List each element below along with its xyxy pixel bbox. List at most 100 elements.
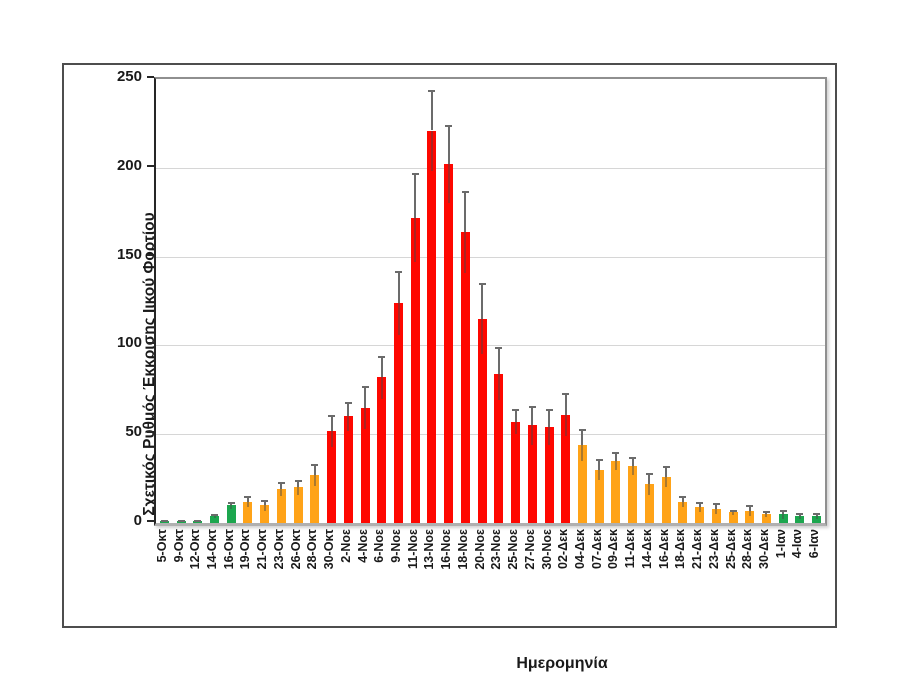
error-bar-whisker-inner (665, 476, 668, 488)
error-bar-cap (211, 514, 219, 517)
x-tick-label: 04-Δεκ (572, 529, 587, 569)
bar-14-Δεκ (644, 483, 654, 523)
bar-02-Δεκ (561, 414, 571, 523)
x-tick-label: 28-Δεκ (740, 529, 755, 569)
bar-13-Νοε (427, 130, 437, 523)
y-tick-label: 0 (133, 512, 142, 529)
x-tick-label: 23-Νοε (489, 529, 504, 570)
error-bar-whisker (514, 409, 517, 422)
error-bar-whisker-inner (514, 421, 517, 435)
error-bar-cap (395, 270, 402, 273)
x-tick-label: 6-Ιαν (807, 529, 822, 559)
bar-20-Νοε (477, 318, 487, 523)
y-tick-label: 250 (116, 68, 142, 85)
bar-4-Νοε (360, 407, 370, 523)
error-bar-whisker-inner (614, 460, 617, 470)
x-tick-label: 9-Οκτ (171, 529, 186, 563)
error-bar-whisker (280, 482, 283, 490)
bar-18-Δεκ (678, 501, 688, 523)
error-bar-whisker (347, 402, 350, 417)
error-bar-cap (662, 466, 670, 469)
error-bar-whisker-inner (430, 130, 433, 172)
bar-11-Δεκ (628, 466, 638, 523)
y-tick-mark (147, 342, 154, 345)
error-bar-whisker (698, 501, 701, 507)
error-bar-whisker (297, 480, 300, 488)
y-tick-mark (147, 431, 154, 434)
error-bar-whisker-inner (297, 487, 300, 495)
error-bar-whisker (464, 190, 467, 232)
error-bar-whisker-inner (748, 510, 751, 516)
bar-30-Νοε (544, 427, 554, 523)
bar-19-Οκτ (243, 501, 253, 523)
error-bar-whisker-inner (681, 501, 684, 507)
error-bar-whisker (330, 414, 333, 431)
error-bar-whisker (631, 457, 634, 467)
x-tick-label: 11-Δεκ (623, 529, 638, 569)
error-bar-cap (277, 482, 285, 485)
error-bar-cap (813, 513, 821, 516)
error-bar-cap (562, 393, 570, 396)
bar-16-Νοε (444, 164, 454, 523)
error-bar-whisker (681, 496, 684, 502)
bar-6-Νοε (377, 377, 387, 523)
gridline (156, 256, 825, 258)
error-bar-whisker-inner (782, 514, 785, 519)
error-bar-whisker (497, 347, 500, 374)
error-bar-whisker-inner (798, 515, 801, 519)
x-tick-label: 11-Νοε (405, 529, 420, 569)
bar-14-Οκτ (210, 515, 220, 523)
bar-27-Νοε (527, 425, 537, 523)
x-tick-label: 28-Οκτ (305, 529, 320, 570)
bar-30-Δεκ (761, 514, 771, 523)
error-bar-whisker-inner (631, 466, 634, 476)
error-bar-whisker-inner (313, 475, 316, 486)
error-bar-whisker-inner (815, 515, 818, 519)
error-bar-whisker (581, 428, 584, 445)
bar-23-Δεκ (711, 508, 721, 523)
bar-09-Δεκ (611, 460, 621, 523)
error-bar-cap (696, 501, 704, 504)
bar-30-Οκτ (327, 430, 337, 523)
y-tick-mark (147, 164, 154, 167)
error-bar-whisker (598, 459, 601, 470)
x-tick-label: 4-Ιαν (790, 529, 805, 559)
error-bar-cap (361, 386, 369, 389)
error-bar-whisker-inner (648, 483, 651, 495)
bar-25-Νοε (511, 421, 521, 523)
error-bar-whisker-inner (280, 489, 283, 497)
error-bar-whisker (748, 505, 751, 511)
y-tick-mark (147, 76, 154, 78)
error-bar-whisker-inner (464, 231, 467, 273)
x-tick-label: 30-Νοε (539, 529, 554, 570)
error-bar-cap (578, 428, 586, 431)
error-bar-whisker (414, 173, 417, 218)
gridline (156, 434, 825, 436)
bar-25-Δεκ (728, 512, 738, 523)
x-tick-label: 25-Δεκ (723, 529, 738, 569)
x-tick-label: 14-Δεκ (639, 529, 654, 569)
x-tick-label: 6-Νοε (372, 529, 387, 563)
error-bar-cap (311, 464, 319, 467)
error-bar-cap (629, 457, 637, 460)
error-bar-whisker (665, 466, 668, 477)
x-tick-label: 25-Νοε (506, 529, 521, 570)
error-bar-whisker-inner (414, 217, 417, 262)
error-bar-whisker-inner (564, 414, 567, 436)
x-axis-title: Ημερομηνία (516, 655, 608, 672)
error-bar-cap (261, 499, 269, 502)
error-bar-whisker-inner (246, 501, 249, 507)
error-bar-cap (545, 409, 553, 412)
bar-04-Δεκ (577, 444, 587, 523)
x-tick-label: 09-Δεκ (606, 529, 621, 569)
bar-2-Νοε (343, 416, 353, 523)
x-tick-label: 13-Νοε (422, 529, 437, 570)
bar-9-Νοε (394, 302, 403, 523)
error-bar-cap (512, 409, 520, 412)
error-bar-cap (227, 501, 235, 504)
error-bar-cap (428, 89, 436, 92)
error-bar-cap (495, 347, 503, 350)
bar-1-Ιαν (778, 514, 788, 523)
error-bar-cap (645, 473, 653, 476)
bar-28-Οκτ (310, 475, 320, 523)
